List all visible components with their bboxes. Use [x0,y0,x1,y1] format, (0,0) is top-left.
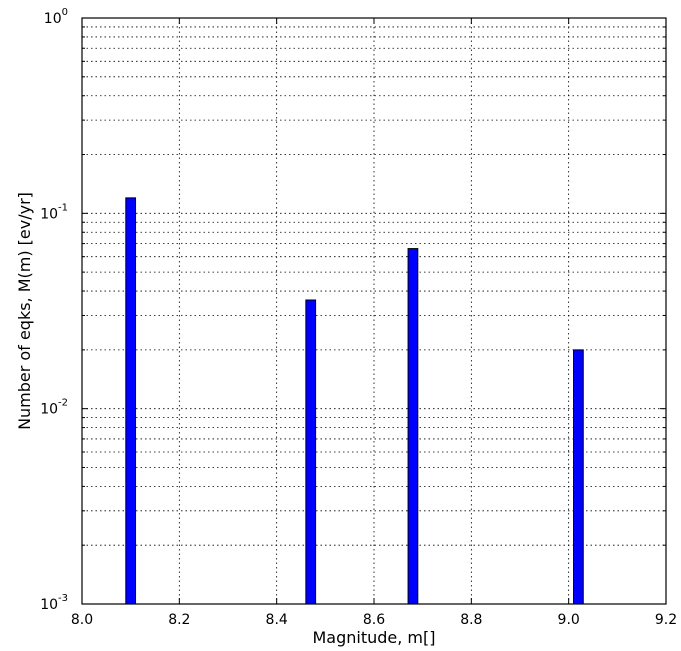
x-tick-label: 8.4 [266,612,288,628]
y-tick-label: 10-1 [40,202,68,222]
x-tick-label: 8.2 [168,612,190,628]
bar [305,299,317,605]
bar [573,349,584,605]
x-tick-label: 8.0 [71,612,93,628]
y-axis-label: Number of eqks, M(m) [ev/yr] [15,192,34,430]
y-tick-label: 10-2 [40,398,68,418]
x-tick-label: 8.8 [460,612,482,628]
x-axis-label: Magnitude, m[] [312,628,435,647]
bar [407,248,419,605]
x-tick-label: 8.6 [363,612,385,628]
x-tick-labels: 8.0 8.2 8.4 8.6 8.8 9.0 9.2 [71,612,677,628]
y-tick-label: 100 [44,7,68,27]
axis-ticks [81,18,667,605]
bar [125,197,137,605]
grid [82,18,666,604]
bars [125,197,584,605]
y-tick-label: 10-3 [40,593,68,613]
x-tick-label: 9.0 [558,612,580,628]
x-tick-label: 9.2 [655,612,677,628]
y-tick-labels: 10-3 10-2 10-1 100 [40,7,68,613]
